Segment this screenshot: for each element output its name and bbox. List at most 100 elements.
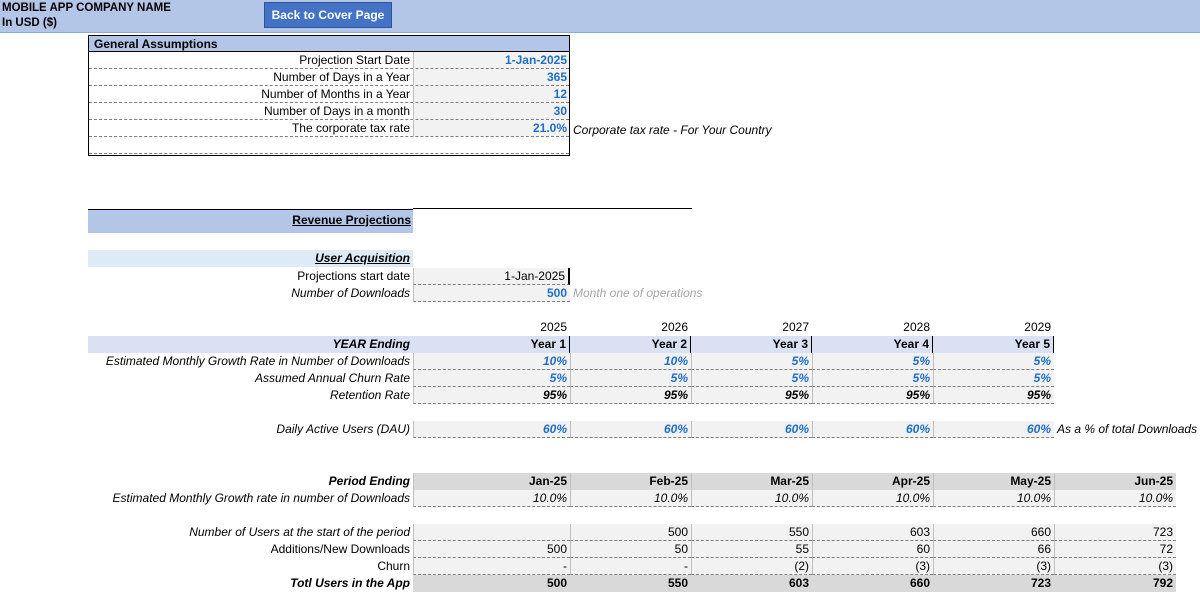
users-start-cell: 500 bbox=[570, 524, 691, 541]
additions-cell: 500 bbox=[413, 541, 570, 558]
period-header: Jan-25 bbox=[413, 473, 570, 490]
churn-rate-cell[interactable]: 5% bbox=[570, 370, 691, 387]
churn-label: Assumed Annual Churn Rate bbox=[255, 371, 410, 385]
general-assumptions-title: General Assumptions bbox=[89, 36, 569, 52]
dau-cell[interactable]: 60% bbox=[570, 421, 691, 438]
year-label: Year 4 bbox=[812, 336, 933, 353]
period-header: Feb-25 bbox=[570, 473, 691, 490]
churn-cell: (2) bbox=[691, 558, 812, 575]
tax-note: Corporate tax rate - For Your Country bbox=[573, 123, 772, 137]
growth-rate-cell[interactable]: 5% bbox=[812, 353, 933, 370]
growth-rate-cell[interactable]: 10% bbox=[570, 353, 691, 370]
total-users-label: Totl Users in the App bbox=[290, 576, 410, 590]
revenue-header-line bbox=[413, 208, 692, 209]
dau-cell[interactable]: 60% bbox=[933, 421, 1054, 438]
period-header: Mar-25 bbox=[691, 473, 812, 490]
ga-row bbox=[89, 86, 569, 103]
monthly-growth-cell: 10.0% bbox=[1054, 490, 1176, 507]
churn-rate-cell[interactable]: 5% bbox=[413, 370, 570, 387]
year-label: Year 1 bbox=[413, 336, 570, 353]
users-start-cell: 550 bbox=[691, 524, 812, 541]
monthly-growth-cell: 10.0% bbox=[413, 490, 570, 507]
churn-rate-cell[interactable]: 5% bbox=[812, 370, 933, 387]
total-users-cell: 792 bbox=[1054, 575, 1176, 592]
period-ending-label: Period Ending bbox=[88, 473, 413, 490]
additions-cell: 72 bbox=[1054, 541, 1176, 558]
additions-cell: 60 bbox=[812, 541, 933, 558]
year-number: 2027 bbox=[782, 320, 809, 334]
churn-cell: - bbox=[570, 558, 691, 575]
projection-start-label: Projections start date bbox=[297, 269, 410, 283]
additions-cell: 66 bbox=[933, 541, 1054, 558]
users-start-cell bbox=[413, 524, 570, 541]
total-users-cell: 660 bbox=[812, 575, 933, 592]
ga-row-label: Projection Start Date bbox=[299, 53, 410, 67]
year-number: 2026 bbox=[661, 320, 688, 334]
year-label: Year 3 bbox=[691, 336, 812, 353]
ga-row bbox=[89, 52, 569, 69]
retention-cell: 95% bbox=[413, 387, 570, 404]
user-acquisition-band bbox=[88, 250, 413, 267]
growth-rate-cell[interactable]: 5% bbox=[933, 353, 1054, 370]
churn-cell: - bbox=[413, 558, 570, 575]
total-users-cell: 723 bbox=[933, 575, 1054, 592]
churn-rate-cell[interactable]: 5% bbox=[933, 370, 1054, 387]
churn-cell: (3) bbox=[1054, 558, 1176, 575]
ga-row-value[interactable]: 12 bbox=[413, 86, 569, 102]
churn-rate-cell[interactable]: 5% bbox=[691, 370, 812, 387]
monthly-growth-label: Estimated Monthly Growth rate in number … bbox=[112, 491, 410, 505]
ga-row-label: The corporate tax rate bbox=[291, 121, 410, 135]
users-start-cell: 603 bbox=[812, 524, 933, 541]
churn-cell: (3) bbox=[812, 558, 933, 575]
ga-row-value[interactable]: 30 bbox=[413, 103, 569, 119]
additions-label: Additions/New Downloads bbox=[270, 542, 410, 556]
total-users-cell: 550 bbox=[570, 575, 691, 592]
revenue-projections-title: Revenue Projections bbox=[292, 213, 411, 227]
period-header: Jun-25 bbox=[1054, 473, 1176, 490]
downloads-label: Number of Downloads bbox=[291, 286, 410, 300]
projection-start-value[interactable]: 1-Jan-2025 bbox=[413, 268, 570, 285]
users-start-cell: 723 bbox=[1054, 524, 1176, 541]
dau-cell[interactable]: 60% bbox=[812, 421, 933, 438]
year-label: Year 2 bbox=[570, 336, 691, 353]
back-to-cover-button[interactable]: Back to Cover Page bbox=[264, 2, 392, 28]
year-number: 2029 bbox=[1024, 320, 1051, 334]
monthly-growth-cell: 10.0% bbox=[812, 490, 933, 507]
ga-row bbox=[89, 120, 569, 137]
user-acquisition-title: User Acquisition bbox=[315, 251, 410, 265]
users-start-cell: 660 bbox=[933, 524, 1054, 541]
ga-row bbox=[89, 103, 569, 120]
ga-row-label: Number of Days in a Year bbox=[273, 70, 410, 84]
company-header: MOBILE APP COMPANY NAME In USD ($) bbox=[2, 1, 171, 31]
growth-label: Estimated Monthly Growth Rate in Number … bbox=[105, 354, 410, 368]
top-bar bbox=[0, 0, 1200, 33]
churn-cell: (3) bbox=[933, 558, 1054, 575]
retention-cell: 95% bbox=[570, 387, 691, 404]
ga-row-value[interactable]: 1-Jan-2025 bbox=[413, 52, 569, 68]
ga-row-value[interactable]: 365 bbox=[413, 69, 569, 85]
monthly-growth-cell: 10.0% bbox=[933, 490, 1054, 507]
retention-cell: 95% bbox=[933, 387, 1054, 404]
monthly-growth-cell: 10.0% bbox=[570, 490, 691, 507]
downloads-value[interactable]: 500 bbox=[413, 285, 570, 302]
year-number: 2028 bbox=[903, 320, 930, 334]
retention-cell: 95% bbox=[812, 387, 933, 404]
dau-cell[interactable]: 60% bbox=[691, 421, 812, 438]
year-number: 2025 bbox=[540, 320, 567, 334]
dau-cell[interactable]: 60% bbox=[413, 421, 570, 438]
year-ending-label: YEAR Ending bbox=[88, 336, 413, 353]
dau-note: As a % of total Downloads bbox=[1057, 422, 1198, 436]
downloads-note: Month one of operations bbox=[573, 286, 703, 300]
period-header: May-25 bbox=[933, 473, 1054, 490]
ga-row-value[interactable]: 21.0% bbox=[413, 120, 569, 136]
additions-cell: 50 bbox=[570, 541, 691, 558]
growth-rate-cell[interactable]: 5% bbox=[691, 353, 812, 370]
total-users-cell: 500 bbox=[413, 575, 570, 592]
ga-row bbox=[89, 69, 569, 86]
revenue-header-band bbox=[88, 209, 413, 233]
retention-cell: 95% bbox=[691, 387, 812, 404]
growth-rate-cell[interactable]: 10% bbox=[413, 353, 570, 370]
currency-label: In USD ($) bbox=[2, 17, 57, 29]
dau-label: Daily Active Users (DAU) bbox=[276, 422, 410, 436]
total-users-cell: 603 bbox=[691, 575, 812, 592]
